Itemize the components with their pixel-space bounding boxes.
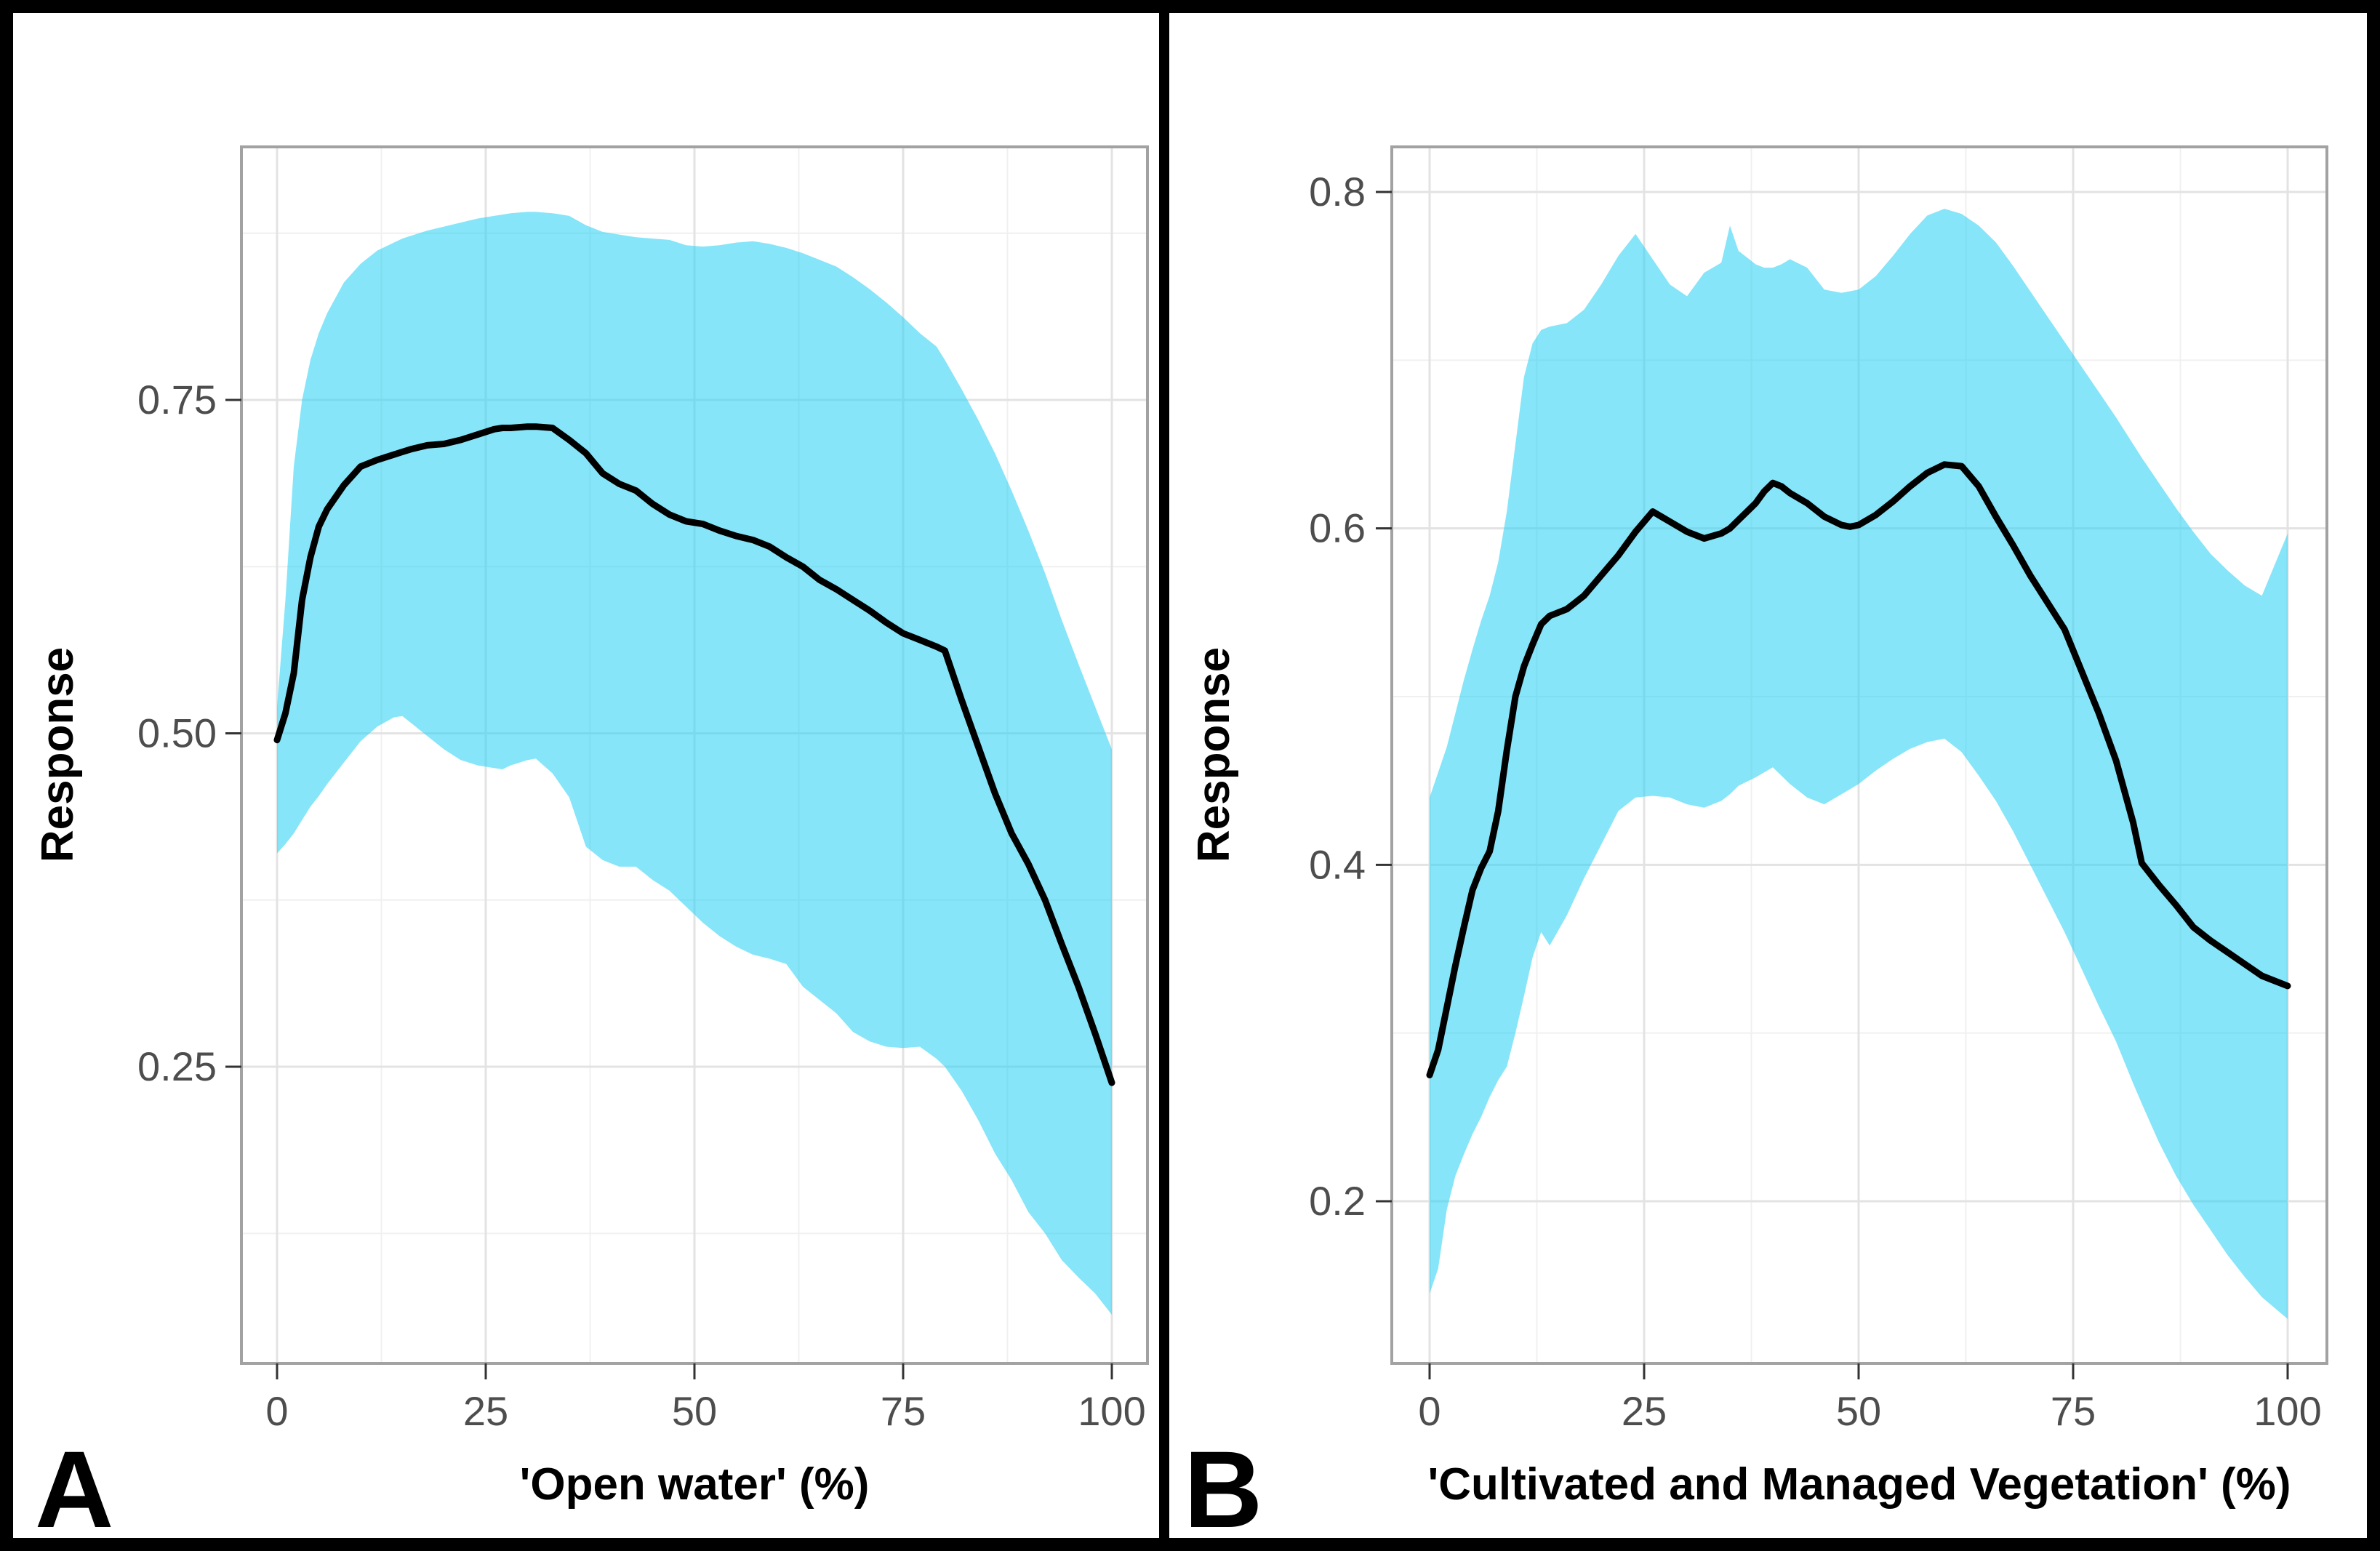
panel-a-y-tick-label: 0.75: [137, 377, 217, 422]
panel-a-x-tick-label: 0: [265, 1388, 288, 1434]
panel-a-x-tick-label: 100: [1078, 1388, 1145, 1434]
panel-b-mean-line: [1426, 461, 2291, 1078]
panel-b-x-tick-label: 0: [1418, 1388, 1441, 1434]
panel-a-x-axis-title: 'Open water' (%): [520, 1459, 870, 1510]
panel-b-y-tick-label: 0.6: [1309, 505, 1366, 551]
panel-b-y-tick-label: 0.4: [1309, 841, 1366, 887]
panel-a-confidence-ribbon: [277, 212, 1112, 1315]
panel-b-y-tick-label: 0.8: [1309, 169, 1366, 215]
panel-b-y-axis-title: Response: [1189, 647, 1239, 862]
panel-b-x-axis-title: 'Cultivated and Managed Vegetation' (%): [1428, 1459, 2291, 1510]
panel-a-x-tick-label: 50: [672, 1388, 717, 1434]
panel-a-x-tick-label: 75: [881, 1388, 926, 1434]
panel-b-x-tick-label: 100: [2253, 1388, 2321, 1434]
panel-b-letter: B: [1184, 1428, 1262, 1550]
panel-a-y-tick-label: 0.25: [137, 1043, 217, 1089]
panel-b-x-tick-label: 25: [1622, 1388, 1667, 1434]
panel-b-x-tick-label: 75: [2051, 1388, 2096, 1434]
panel-a-mean-line: [273, 423, 1115, 1086]
panel-a-letter: A: [35, 1428, 113, 1550]
panel-a-y-tick-label: 0.50: [137, 710, 217, 756]
panel-a-x-tick-label: 25: [463, 1388, 508, 1434]
panel-a-y-axis-title: Response: [33, 647, 83, 862]
panel-b-y-tick-label: 0.2: [1309, 1178, 1366, 1224]
panel-b-confidence-ribbon: [1430, 209, 2288, 1319]
panel-b-x-tick-label: 50: [1836, 1388, 1881, 1434]
